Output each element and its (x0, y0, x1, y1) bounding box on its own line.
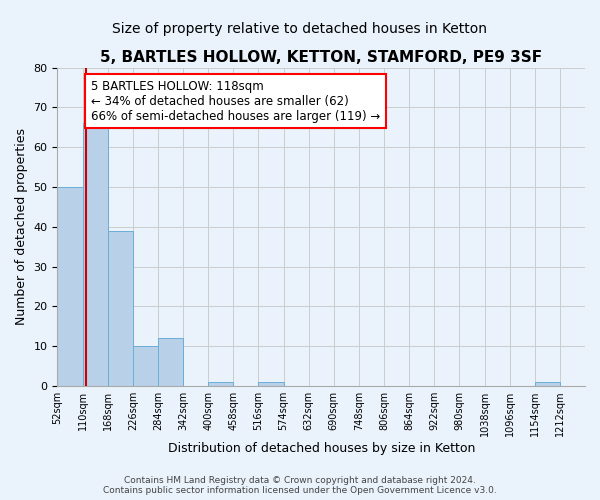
X-axis label: Distribution of detached houses by size in Ketton: Distribution of detached houses by size … (167, 442, 475, 455)
Bar (208, 382, 233, 386)
Text: Contains HM Land Registry data © Crown copyright and database right 2024.
Contai: Contains HM Land Registry data © Crown c… (103, 476, 497, 495)
Bar (259, 382, 284, 386)
Bar (58, 187, 83, 386)
Y-axis label: Number of detached properties: Number of detached properties (15, 128, 28, 326)
Bar (83, 124, 107, 386)
Bar (107, 231, 133, 386)
Text: 5 BARTLES HOLLOW: 118sqm
← 34% of detached houses are smaller (62)
66% of semi-d: 5 BARTLES HOLLOW: 118sqm ← 34% of detach… (91, 80, 380, 122)
Title: 5, BARTLES HOLLOW, KETTON, STAMFORD, PE9 3SF: 5, BARTLES HOLLOW, KETTON, STAMFORD, PE9… (100, 50, 542, 65)
Bar (535, 382, 560, 386)
Text: Size of property relative to detached houses in Ketton: Size of property relative to detached ho… (113, 22, 487, 36)
Bar (158, 338, 183, 386)
Bar (133, 346, 158, 386)
